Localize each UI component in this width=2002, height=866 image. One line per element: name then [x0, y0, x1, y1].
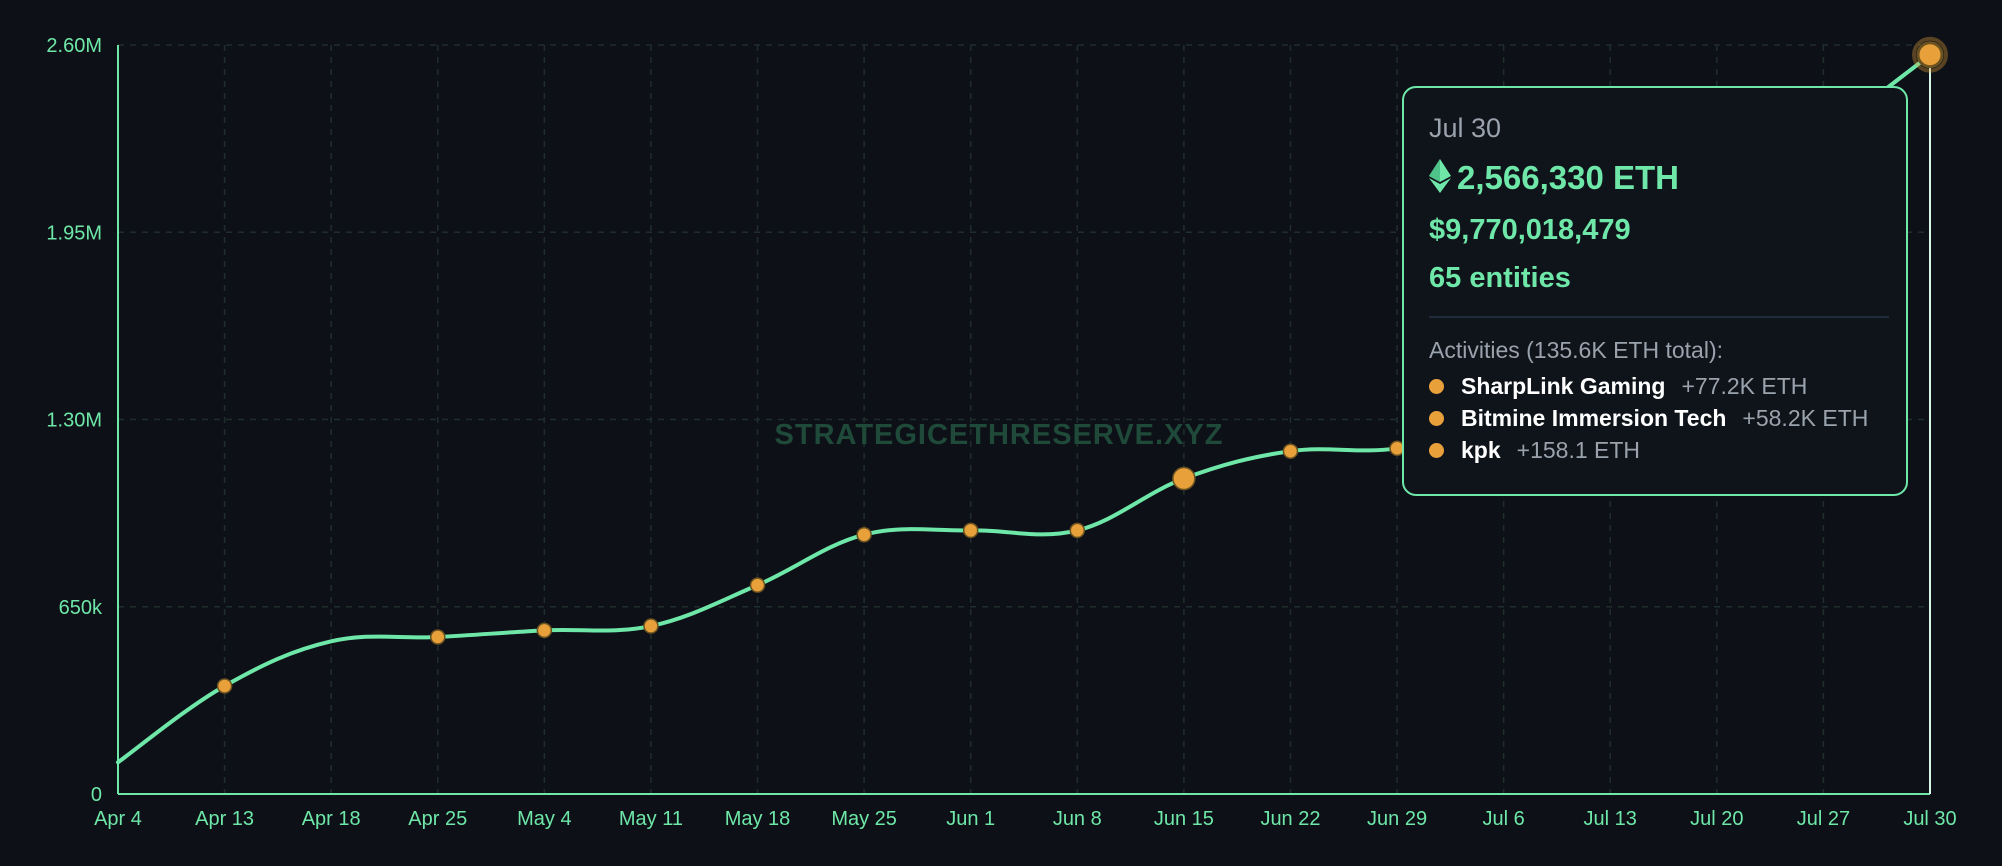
activity-markers: [216, 36, 1948, 694]
activity-marker: [536, 622, 553, 639]
tooltip-entities: 65 entities: [1429, 262, 1571, 294]
x-tick-label: Jun 22: [1260, 808, 1320, 830]
watermark: STRATEGICETHRESERVE.XYZ: [775, 419, 1224, 451]
tooltip-divider: [1429, 316, 1889, 318]
activity-name: SharpLink Gaming: [1461, 372, 1666, 399]
tooltip-eth-total: 2,566,330 ETH: [1457, 159, 1679, 196]
x-axis-labels: Apr 4 Apr 13 Apr 18 Apr 25 May 4 May 11 May 18…: [94, 808, 1957, 830]
activity-amount: +58.2K ETH: [1742, 404, 1869, 431]
activity-marker: [1282, 443, 1299, 459]
list-item: Bitmine Immersion Tech +58.2K ETH: [1429, 402, 1881, 434]
x-tick-label: Jul 6: [1483, 808, 1525, 830]
x-tick-label: Jul 20: [1690, 808, 1743, 830]
x-tick-label: Apr 13: [195, 808, 254, 830]
x-tick-label: Jul 30: [1903, 808, 1956, 830]
activity-marker: [1069, 522, 1086, 539]
activity-dot: [1429, 442, 1444, 458]
x-tick-label: May 18: [725, 808, 791, 830]
activity-amount: +77.2K ETH: [1681, 372, 1808, 399]
y-tick-label: 650k: [59, 597, 103, 619]
activity-amount: +158.1 ETH: [1516, 436, 1641, 463]
selected-point-marker: [1916, 41, 1944, 69]
activity-marker: [962, 522, 979, 539]
tooltip-usd-total: $9,770,018,479: [1429, 214, 1631, 246]
list-item: kpk +158.1 ETH: [1429, 434, 1881, 466]
ethereum-icon: [1429, 158, 1451, 198]
tooltip-eth-row: 2,566,330 ETH: [1429, 158, 1881, 198]
x-tick-label: Apr 25: [408, 808, 467, 830]
y-tick-label: 2.60M: [46, 35, 102, 57]
x-tick-label: May 11: [619, 808, 683, 830]
activity-marker: [856, 526, 872, 543]
hover-tooltip: Jul 30 2,566,330 ETH $9,770,018,479 65 e…: [1402, 86, 1908, 496]
y-axis-labels: 0 650k 1.30M 1.95M 2.60M: [46, 35, 103, 806]
y-tick-label: 1.30M: [46, 410, 102, 432]
y-tick-label: 1.95M: [46, 222, 102, 244]
tooltip-activities-title: Activities (135.6K ETH total):: [1429, 337, 1723, 363]
x-tick-label: Jun 8: [1053, 808, 1102, 830]
x-tick-label: Apr 4: [94, 808, 142, 830]
tooltip-date: Jul 30: [1429, 113, 1502, 143]
activity-name: Bitmine Immersion Tech: [1461, 404, 1727, 431]
x-tick-label: May 25: [831, 808, 897, 830]
activity-marker: [749, 577, 766, 593]
x-tick-label: May 4: [517, 808, 571, 830]
activity-dot: [1429, 378, 1444, 394]
chart-axes: [117, 45, 1931, 795]
tooltip-activities-list: SharpLink Gaming +77.2K ETH Bitmine Imme…: [1429, 370, 1881, 466]
list-item: SharpLink Gaming +77.2K ETH: [1429, 370, 1881, 402]
x-tick-label: Apr 18: [302, 808, 361, 830]
activity-marker: [643, 618, 659, 634]
x-tick-label: Jul 13: [1584, 808, 1637, 830]
activity-marker: [1172, 466, 1196, 491]
x-tick-label: Jun 29: [1367, 808, 1427, 830]
selected-point-halo: [1912, 36, 1948, 73]
activity-marker: [430, 629, 446, 645]
x-tick-label: Jul 27: [1797, 808, 1850, 830]
activity-marker: [216, 678, 233, 694]
y-tick-label: 0: [91, 784, 102, 806]
activity-name: kpk: [1461, 436, 1501, 463]
x-tick-label: Jun 15: [1154, 808, 1214, 830]
activity-dot: [1429, 410, 1444, 426]
x-tick-label: Jun 1: [946, 808, 995, 830]
